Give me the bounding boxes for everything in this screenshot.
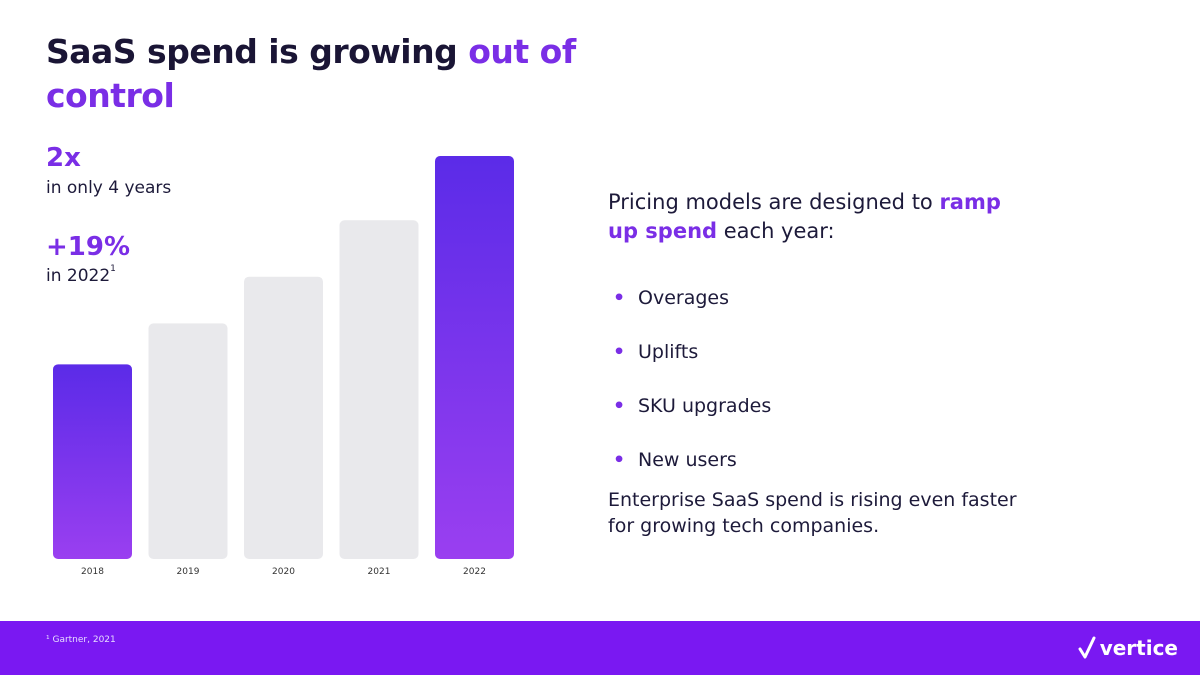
bullet-text: SKU upgrades <box>638 395 772 417</box>
list-item: • SKU upgrades <box>608 392 771 446</box>
bullet-dot-icon: • <box>613 287 626 309</box>
x-tick-label-2021: 2021 <box>368 567 391 577</box>
title-text: SaaS spend is growing <box>46 32 469 71</box>
bar-2022 <box>435 156 514 559</box>
vertice-logo: vertice <box>1078 634 1178 662</box>
pricing-bullet-list: • Overages • Uplifts • SKU upgrades • New us… <box>608 284 771 500</box>
stat-yoy-value: +19% <box>46 232 131 262</box>
spend-bar-chart: 2018 2019 2020 2021 2022 <box>53 156 514 577</box>
bullet-dot-icon: • <box>613 395 626 417</box>
bar-2020 <box>244 276 323 559</box>
bar-2018 <box>53 364 132 559</box>
list-item: • New users <box>608 446 771 500</box>
list-item: • Uplifts <box>608 338 771 392</box>
footnote-source: ¹ Gartner, 2021 <box>46 635 116 645</box>
x-tick-label-2022: 2022 <box>463 567 486 577</box>
stat-growth-value: 2x <box>46 143 81 173</box>
footer-bar: ¹ Gartner, 2021 vertice <box>0 621 1200 675</box>
list-item: • Overages <box>608 284 771 338</box>
x-tick-label-2019: 2019 <box>177 567 200 577</box>
stat-yoy-caption: in 20221 <box>46 264 116 286</box>
title-accent-text: out of control <box>46 32 576 115</box>
x-tick-label-2020: 2020 <box>272 567 295 577</box>
stat-growth-caption: in only 4 years <box>46 178 172 198</box>
bullet-text: Overages <box>638 287 729 309</box>
x-tick-label-2018: 2018 <box>81 567 104 577</box>
bullet-text: Uplifts <box>638 341 699 363</box>
pricing-intro: Pricing models are designed to ramp up s… <box>608 188 1028 246</box>
pricing-intro-tail: each year: <box>717 219 835 243</box>
closing-statement: Enterprise SaaS spend is rising even fas… <box>608 489 1017 537</box>
bar-2019 <box>148 323 228 559</box>
slide-title: SaaS spend is growing out of control <box>46 30 606 118</box>
logo-text: vertice <box>1099 636 1178 660</box>
pricing-intro-text: Pricing models are designed to <box>608 190 940 214</box>
chart-x-labels: 2018 2019 2020 2021 2022 <box>81 567 486 577</box>
bullet-dot-icon: • <box>613 341 626 363</box>
pricing-intro-accent: ramp up spend <box>608 190 1001 243</box>
footnote-marker: 1 <box>110 264 116 274</box>
stat-yoy-caption-text: in 2022 <box>46 266 111 286</box>
bullet-dot-icon: • <box>613 449 626 471</box>
check-icon <box>1078 636 1096 659</box>
bar-2021 <box>339 220 419 559</box>
bullet-text: New users <box>638 449 737 471</box>
chart-bars <box>53 156 514 559</box>
